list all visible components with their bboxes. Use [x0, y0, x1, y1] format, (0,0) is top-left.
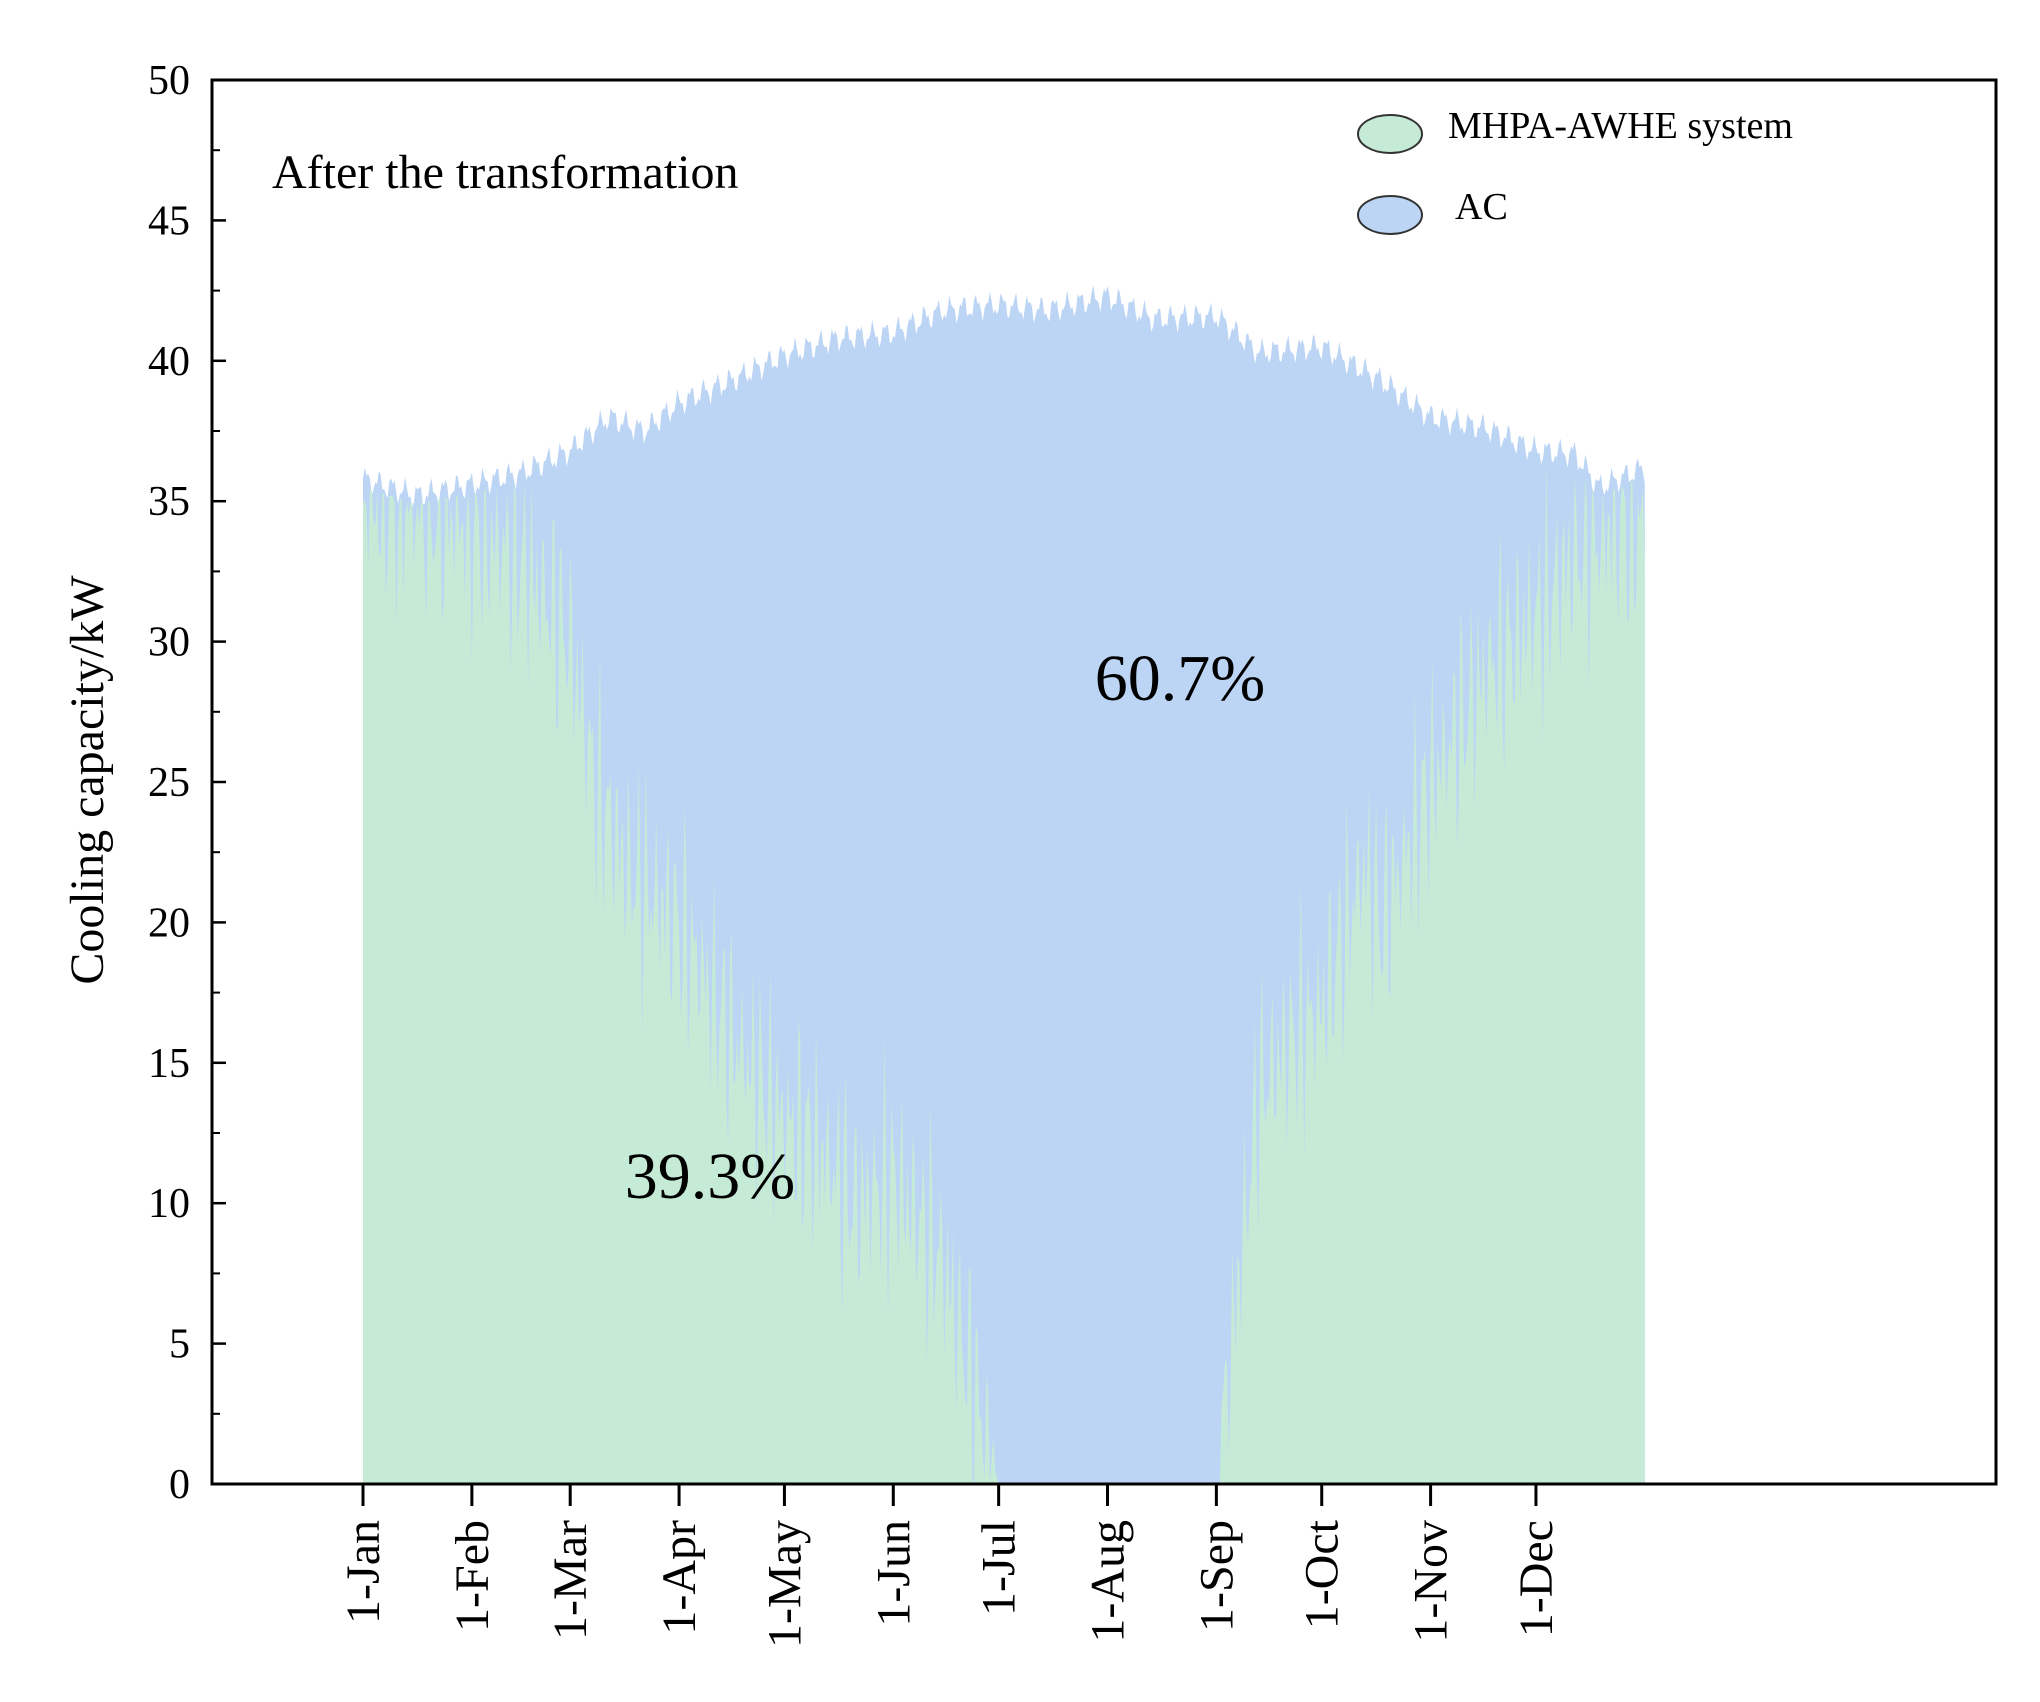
y-tick-label: 50	[148, 58, 190, 104]
x-tick-label: 1-Jan	[337, 1520, 390, 1624]
x-tick-label: 1-Feb	[446, 1520, 499, 1632]
x-tick-label: 1-Mar	[544, 1520, 597, 1640]
y-tick-label: 30	[148, 620, 190, 666]
y-tick-label: 25	[148, 760, 190, 806]
x-tick-label: 1-Apr	[653, 1520, 706, 1635]
x-axis: 1-Jan 1-Feb 1-Mar 1-Apr 1-May 1-Jun 1-Jul 1-Aug…	[337, 1484, 1563, 1648]
y-tick-label: 10	[148, 1181, 190, 1227]
x-tick-label: 1-Nov	[1405, 1520, 1458, 1643]
area-mhpa-awhe	[363, 459, 1645, 1484]
x-tick-label: 1-Oct	[1296, 1519, 1349, 1629]
y-tick-label: 40	[148, 339, 190, 385]
legend-label-ac: AC	[1455, 186, 1508, 228]
legend: MHPA-AWHE system AC	[1357, 105, 1793, 235]
y-tick-label: 5	[169, 1322, 190, 1368]
y-tick-label: 20	[148, 900, 190, 946]
y-tick-label: 35	[148, 479, 190, 525]
legend-swatch-mhpa	[1357, 114, 1423, 154]
x-tick-label: 1-Jul	[973, 1520, 1026, 1616]
x-tick-label: 1-May	[758, 1520, 811, 1648]
x-tick-label: 1-Aug	[1082, 1520, 1135, 1643]
chart-areas	[363, 285, 1645, 1484]
legend-swatch-ac	[1357, 195, 1423, 235]
legend-label-mhpa: MHPA-AWHE system	[1448, 105, 1793, 147]
y-tick-label: 15	[148, 1041, 190, 1087]
annotation-after-transformation: After the transformation	[272, 146, 739, 199]
y-tick-label: 0	[169, 1462, 190, 1508]
share-label-mhpa: 39.3%	[625, 1140, 795, 1213]
share-label-ac: 60.7%	[1095, 642, 1265, 715]
x-tick-label: 1-Jun	[867, 1520, 920, 1627]
x-tick-label: 1-Dec	[1510, 1520, 1563, 1637]
y-tick-label: 45	[148, 198, 190, 244]
x-tick-label: 1-Sep	[1190, 1520, 1243, 1632]
y-axis: 0 5 10 15 20 25 30 35 40 45 50	[148, 58, 226, 1508]
y-axis-label: Cooling capacity/kW	[61, 575, 114, 985]
